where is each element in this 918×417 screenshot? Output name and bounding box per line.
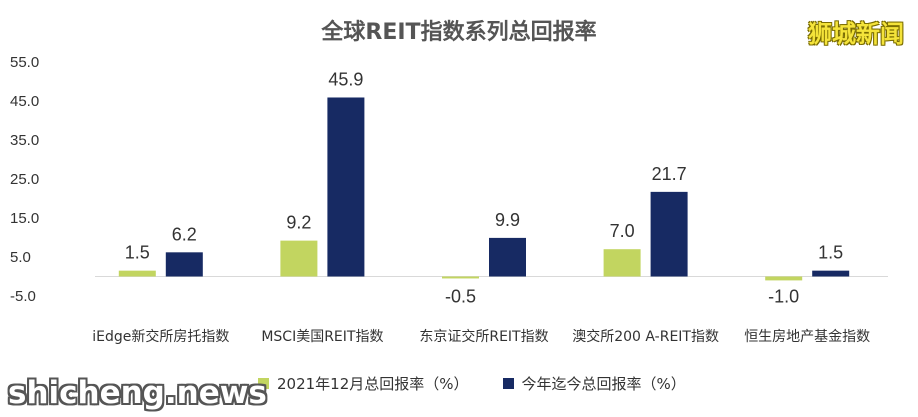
bar-ytd xyxy=(489,237,526,277)
y-tick-label: 25.0 xyxy=(10,171,39,188)
legend: 2021年12月总回报率（%） 今年迄今总回报率（%） xyxy=(258,373,686,394)
x-category-label: iEdge新交所房托指数 xyxy=(92,328,229,345)
bar-ytd xyxy=(165,252,203,277)
watermark-bottom-left: shicheng.news xyxy=(8,375,267,411)
bar-ytd xyxy=(650,191,688,277)
legend-swatch-december xyxy=(258,378,269,389)
value-label-december: -1.0 xyxy=(768,287,799,307)
bar-december xyxy=(442,276,479,279)
bar-december xyxy=(765,276,803,281)
x-category-label: 东京证交所REIT指数 xyxy=(419,328,548,345)
legend-swatch-ytd xyxy=(502,378,514,389)
legend-item-ytd: 今年迄今总回报率（%） xyxy=(502,373,686,394)
value-label-ytd: 45.9 xyxy=(328,69,363,89)
bar-december xyxy=(280,240,318,277)
chart-title: 全球REIT指数系列总回报率 xyxy=(321,20,597,45)
value-label-december: 1.5 xyxy=(125,243,150,263)
value-label-december: -0.5 xyxy=(445,287,476,307)
legend-label-ytd: 今年迄今总回报率（%） xyxy=(521,375,686,393)
value-label-ytd: 21.7 xyxy=(652,164,687,184)
value-label-ytd: 9.9 xyxy=(495,210,520,230)
value-label-december: 9.2 xyxy=(286,213,311,233)
y-tick-label: 35.0 xyxy=(10,132,39,149)
bar-ytd xyxy=(812,270,850,277)
value-label-ytd: 1.5 xyxy=(818,243,843,263)
value-label-ytd: 6.2 xyxy=(172,224,197,244)
y-tick-label: 15.0 xyxy=(10,210,39,227)
bar-ytd xyxy=(327,97,365,277)
value-label-december: 7.0 xyxy=(610,221,635,241)
legend-item-december: 2021年12月总回报率（%） xyxy=(258,373,469,394)
x-category-label: 恒生房地产基金指数 xyxy=(744,328,870,345)
x-category-label: MSCI美国REIT指数 xyxy=(261,329,383,345)
y-tick-label: 55.0 xyxy=(10,54,39,71)
bar-december xyxy=(118,270,156,277)
legend-label-december: 2021年12月总回报率（%） xyxy=(277,375,469,393)
watermark-top-right: 狮城新闻 xyxy=(808,20,904,48)
bar-december xyxy=(603,249,641,277)
y-tick-label: -5.0 xyxy=(10,288,36,305)
x-category-label: 澳交所200 A-REIT指数 xyxy=(572,328,719,345)
y-tick-label: 45.0 xyxy=(10,93,39,110)
y-tick-label: 5.0 xyxy=(10,249,31,266)
